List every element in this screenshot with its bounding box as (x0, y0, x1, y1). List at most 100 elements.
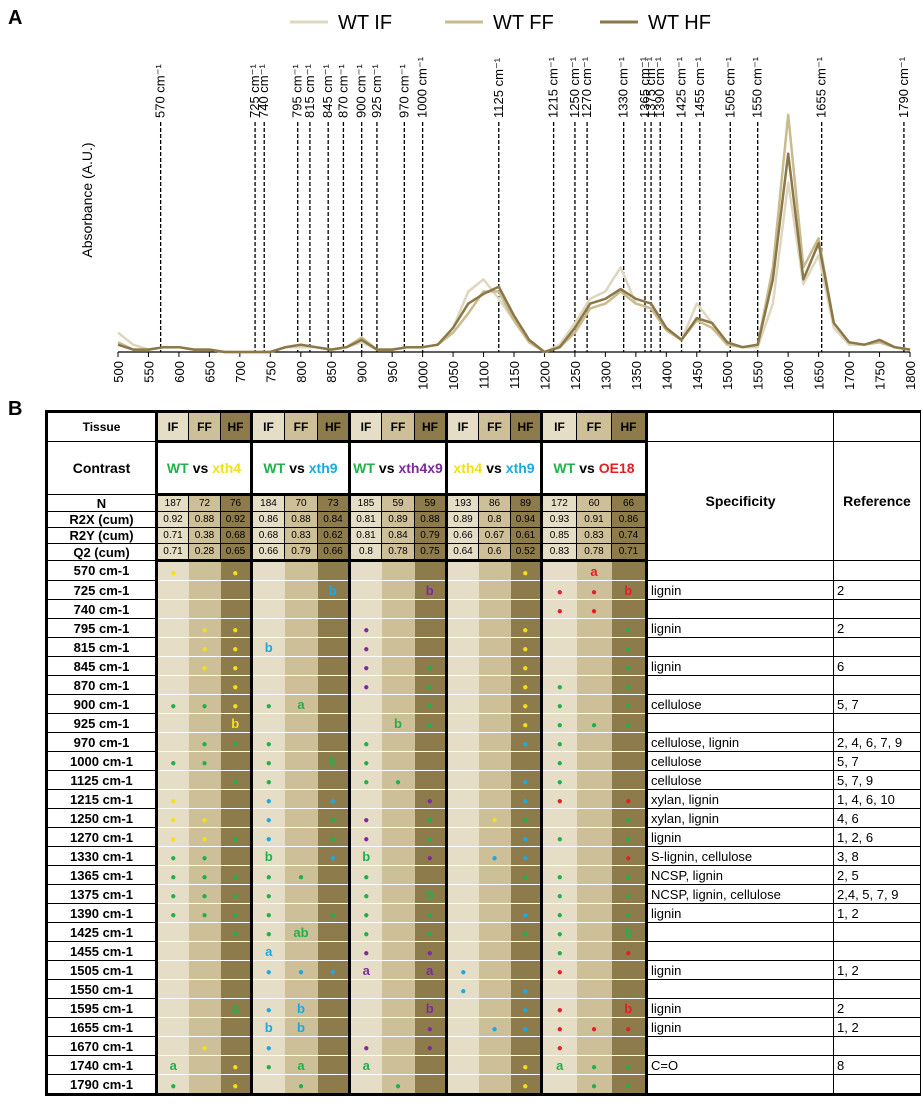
significance-mark: ● (556, 586, 563, 598)
significance-mark: ● (170, 833, 177, 845)
stat-value: 0.89 (445, 511, 479, 528)
significance-mark: ● (297, 1080, 305, 1092)
mark-cell: ● (188, 846, 221, 866)
significance-mark: b (231, 715, 240, 731)
significance-mark: ● (329, 966, 336, 978)
stat-value: 0.84 (317, 511, 350, 528)
mark-cell: ● (540, 865, 577, 885)
significance-mark: ● (625, 681, 632, 693)
mark-cell (445, 694, 479, 714)
specificity-cell (645, 979, 834, 999)
reference-cell: 2 (833, 580, 921, 600)
mark-cell (576, 732, 612, 752)
band-row: 1455 cm-1 a ● ● ● ● (46, 941, 921, 961)
mark-cell: ● (348, 865, 382, 885)
mark-cell (478, 656, 511, 676)
mark-cell (445, 675, 479, 695)
significance-mark: ● (522, 719, 529, 731)
row-label: 925 cm-1 (46, 713, 157, 733)
significance-mark: ● (265, 814, 272, 826)
mark-cell (445, 865, 479, 885)
mark-cell (188, 789, 221, 809)
significance-mark: ● (625, 814, 632, 826)
blank-cell (645, 411, 834, 442)
mark-cell (576, 1036, 612, 1056)
mark-cell (317, 770, 350, 790)
mark-cell (284, 713, 318, 733)
mark-cell: ● (188, 751, 221, 771)
significance-mark: ● (201, 871, 208, 883)
stat-value: 0.86 (250, 511, 285, 528)
significance-mark: ● (426, 814, 433, 826)
tissue-cell: IF (445, 411, 479, 442)
mark-cell (576, 656, 612, 676)
mark-cell: ● (445, 960, 479, 980)
mark-cell (540, 1074, 577, 1095)
mark-cell (220, 751, 252, 771)
mark-cell: ● (611, 675, 647, 695)
significance-mark: ● (363, 624, 370, 636)
significance-mark: ● (625, 871, 632, 883)
x-tick-label: 1000 (416, 361, 431, 390)
significance-mark: ● (201, 890, 208, 902)
band-row: 1270 cm-1 ● ● ● ● ● ● ● ● ● ● lignin 1, 2, 6 (46, 827, 921, 847)
mark-cell: ● (348, 656, 382, 676)
mark-cell: ● (220, 1055, 252, 1075)
row-label: 795 cm-1 (46, 618, 157, 638)
significance-mark: ● (522, 1061, 529, 1073)
tissue-cell: HF (317, 411, 350, 442)
band-row: 570 cm-1 ● ● ● a (46, 559, 921, 581)
mark-cell (250, 713, 285, 733)
mark-cell: ● (381, 770, 415, 790)
significance-mark: ● (556, 1004, 563, 1016)
significance-mark: ● (363, 890, 370, 902)
mark-cell (284, 559, 318, 581)
specificity-cell: lignin (645, 1017, 834, 1037)
row-label: 1425 cm-1 (46, 922, 157, 942)
mark-cell (317, 637, 350, 657)
mark-cell: ● (540, 675, 577, 695)
marker-label: 1655 cm⁻¹ (814, 56, 829, 118)
mark-cell (317, 941, 350, 961)
significance-mark: ● (556, 871, 563, 883)
mark-cell: ● (611, 789, 647, 809)
mark-cell: ● (540, 903, 577, 923)
significance-mark: ● (556, 738, 563, 750)
mark-cell: ● (414, 808, 447, 828)
mark-cell (381, 789, 415, 809)
mark-cell (478, 732, 511, 752)
specificity-cell: lignin (645, 618, 834, 638)
significance-mark: ● (170, 1080, 177, 1092)
x-tick-label: 750 (263, 361, 278, 383)
mark-cell: ● (250, 732, 285, 752)
row-label: 1390 cm-1 (46, 903, 157, 923)
mark-cell (478, 1074, 511, 1095)
significance-mark: ● (460, 966, 467, 978)
mark-cell: ● (510, 694, 542, 714)
mark-cell (188, 960, 221, 980)
mark-cell: ● (188, 732, 221, 752)
marker-label: 1455 cm⁻¹ (692, 56, 707, 118)
significance-mark: ● (201, 662, 208, 674)
mark-cell: ● (317, 846, 350, 866)
stat-value: 76 (220, 494, 252, 512)
reference-cell (833, 675, 921, 695)
significance-mark: ● (232, 890, 239, 902)
stat-value: 0.28 (188, 543, 221, 561)
significance-mark: a (362, 962, 370, 978)
mark-cell (445, 827, 479, 847)
spectrum-line (117, 152, 911, 354)
blank-cell (833, 411, 921, 442)
mark-cell: ● (284, 1074, 318, 1095)
mark-cell: ● (540, 827, 577, 847)
mark-cell (445, 884, 479, 904)
mark-cell: ● (220, 656, 252, 676)
mark-cell: ● (478, 808, 511, 828)
stat-value: 59 (381, 494, 415, 512)
mark-cell (381, 827, 415, 847)
mark-cell (478, 770, 511, 790)
mark-cell (250, 599, 285, 619)
mark-cell: ● (220, 770, 252, 790)
mark-cell (381, 599, 415, 619)
mark-cell (445, 751, 479, 771)
